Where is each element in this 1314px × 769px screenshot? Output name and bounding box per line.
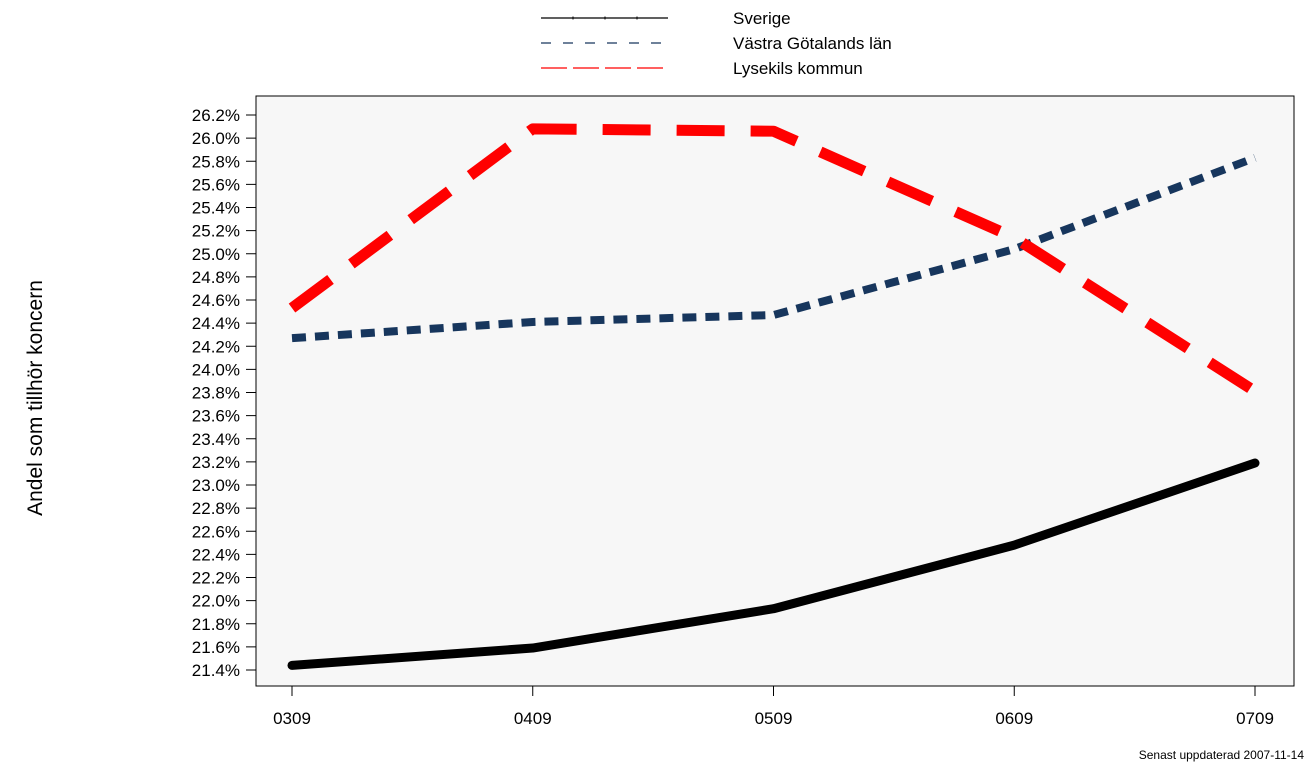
- series-line-2: [288, 123, 1258, 396]
- x-tick-label: 0609: [995, 709, 1033, 728]
- y-tick-label: 26.2%: [192, 106, 240, 125]
- y-tick-label: 25.2%: [192, 222, 240, 241]
- legend-label-2: Lysekils kommun: [733, 59, 863, 78]
- x-tick-label: 0509: [755, 709, 793, 728]
- y-axis: 21.4% 21.6% 21.8% 22.0% 22.2% 22.4% 22.6% 22.8%…: [192, 106, 256, 680]
- last-updated-note: Senast uppdaterad 2007-11-14: [1139, 748, 1305, 762]
- y-tick-label: 22.4%: [192, 545, 240, 564]
- y-tick-label: 22.0%: [192, 592, 240, 611]
- y-tick-label: 24.4%: [192, 314, 240, 333]
- y-tick-label: 22.8%: [192, 499, 240, 518]
- y-tick-label: 24.6%: [192, 291, 240, 310]
- plot-area: [255, 95, 1295, 687]
- y-tick-label: 22.2%: [192, 569, 240, 588]
- x-tick-label: 0309: [273, 709, 311, 728]
- legend: Sverige Västra Götalands län Lysekils komm…: [541, 9, 892, 78]
- y-tick-label: 26.0%: [192, 129, 240, 148]
- y-axis-label: Andel som tillhör koncern: [24, 280, 47, 516]
- y-tick-label: 24.8%: [192, 268, 240, 287]
- y-tick-label: 21.8%: [192, 615, 240, 634]
- y-tick-label: 25.4%: [192, 199, 240, 218]
- x-axis: 0309 0409 0509 0609 0709: [273, 686, 1274, 728]
- y-tick-label: 23.0%: [192, 476, 240, 495]
- series-lines: [287, 123, 1260, 670]
- y-tick-label: 23.6%: [192, 407, 240, 426]
- y-tick-label: 23.2%: [192, 453, 240, 472]
- y-tick-label: 25.8%: [192, 152, 240, 171]
- legend-label-0: Sverige: [733, 9, 791, 28]
- y-tick-label: 24.0%: [192, 360, 240, 379]
- y-tick-label: 25.0%: [192, 245, 240, 264]
- y-tick-label: 23.4%: [192, 430, 240, 449]
- x-tick-label: 0709: [1236, 709, 1274, 728]
- y-tick-label: 24.2%: [192, 337, 240, 356]
- y-tick-label: 21.4%: [192, 661, 240, 680]
- y-tick-label: 23.8%: [192, 384, 240, 403]
- series-line-1: [291, 154, 1257, 343]
- series-line-0: [287, 458, 1260, 670]
- legend-label-1: Västra Götalands län: [733, 34, 892, 53]
- x-tick-label: 0409: [514, 709, 552, 728]
- y-tick-label: 22.6%: [192, 522, 240, 541]
- y-tick-label: 25.6%: [192, 175, 240, 194]
- y-tick-label: 21.6%: [192, 638, 240, 657]
